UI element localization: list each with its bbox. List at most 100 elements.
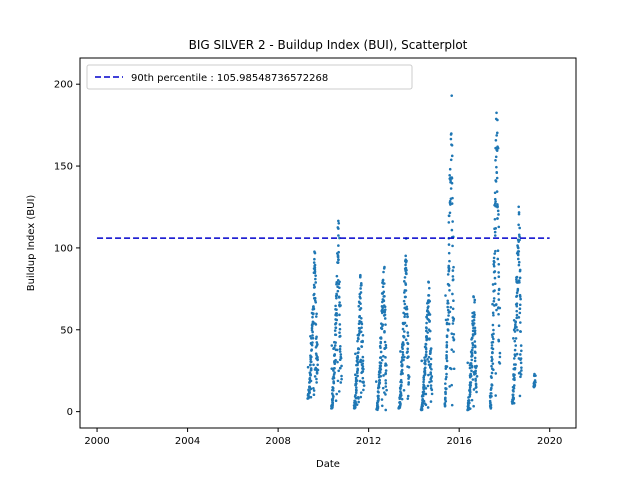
data-point bbox=[445, 341, 449, 344]
data-point bbox=[330, 392, 334, 395]
data-point bbox=[512, 390, 515, 393]
data-point bbox=[405, 305, 409, 309]
data-point bbox=[358, 379, 362, 383]
data-point bbox=[450, 403, 454, 407]
data-point bbox=[356, 354, 359, 358]
data-point bbox=[376, 394, 380, 398]
data-point bbox=[403, 315, 406, 318]
data-point bbox=[359, 273, 362, 277]
data-point bbox=[337, 369, 340, 373]
data-point bbox=[519, 344, 523, 347]
data-point bbox=[429, 349, 432, 353]
data-point bbox=[356, 363, 359, 367]
data-point bbox=[490, 386, 493, 390]
data-point bbox=[494, 155, 498, 159]
data-point bbox=[380, 398, 384, 401]
plot-frame bbox=[79, 57, 577, 429]
data-point bbox=[430, 367, 433, 371]
data-point bbox=[517, 316, 521, 319]
data-point bbox=[519, 375, 522, 379]
data-point bbox=[428, 365, 432, 368]
data-point bbox=[446, 329, 450, 332]
data-point bbox=[494, 179, 497, 182]
data-point bbox=[429, 377, 432, 381]
data-point bbox=[474, 366, 478, 369]
data-point bbox=[407, 383, 410, 386]
data-point bbox=[493, 234, 497, 237]
data-point bbox=[495, 308, 498, 312]
data-point bbox=[515, 291, 519, 295]
data-point bbox=[475, 390, 478, 394]
data-point bbox=[357, 347, 361, 351]
data-point bbox=[519, 297, 522, 301]
data-point bbox=[469, 381, 473, 384]
data-point bbox=[335, 308, 338, 311]
data-point bbox=[514, 321, 517, 324]
data-point bbox=[497, 213, 500, 216]
data-point bbox=[450, 202, 454, 205]
data-point bbox=[402, 334, 405, 338]
y-tick-label: 0 bbox=[67, 407, 73, 418]
data-point bbox=[311, 315, 314, 319]
data-point bbox=[309, 387, 313, 391]
data-point bbox=[494, 138, 498, 142]
data-point bbox=[379, 361, 383, 365]
data-point bbox=[331, 389, 335, 392]
data-point bbox=[473, 313, 476, 317]
data-point bbox=[384, 369, 388, 372]
data-point bbox=[381, 306, 385, 309]
data-point bbox=[307, 388, 310, 392]
data-point bbox=[472, 404, 475, 408]
data-point bbox=[475, 375, 479, 378]
data-point bbox=[384, 356, 387, 359]
data-point bbox=[405, 324, 408, 328]
data-point bbox=[469, 374, 473, 378]
data-point bbox=[404, 295, 407, 299]
data-point bbox=[491, 347, 495, 351]
data-point bbox=[359, 296, 362, 300]
data-point bbox=[473, 356, 477, 360]
data-point bbox=[354, 406, 357, 409]
data-point bbox=[468, 390, 472, 394]
data-point bbox=[311, 322, 314, 326]
data-point bbox=[359, 307, 363, 310]
data-point bbox=[451, 307, 455, 311]
data-point bbox=[424, 343, 428, 346]
data-point bbox=[423, 369, 427, 373]
data-point bbox=[514, 363, 517, 366]
data-point bbox=[473, 344, 477, 348]
data-point bbox=[399, 350, 402, 353]
data-point bbox=[474, 386, 478, 389]
data-point bbox=[496, 205, 499, 209]
data-point bbox=[445, 359, 449, 363]
data-point bbox=[336, 226, 340, 229]
data-point bbox=[314, 277, 317, 281]
data-point bbox=[306, 365, 310, 369]
x-tick-label: 2016 bbox=[446, 436, 471, 447]
data-point bbox=[515, 313, 519, 317]
data-point bbox=[309, 360, 313, 363]
data-point bbox=[402, 299, 406, 303]
data-point bbox=[518, 371, 522, 374]
data-point bbox=[515, 275, 519, 279]
data-point bbox=[495, 171, 499, 175]
data-point bbox=[443, 402, 447, 405]
data-point bbox=[469, 362, 473, 365]
data-point bbox=[472, 322, 476, 325]
data-point bbox=[493, 202, 497, 205]
data-point bbox=[404, 289, 408, 292]
data-point bbox=[451, 322, 455, 325]
data-point bbox=[517, 233, 521, 237]
data-point bbox=[312, 283, 316, 287]
data-point bbox=[513, 339, 517, 343]
data-point bbox=[517, 212, 521, 216]
data-point bbox=[315, 372, 319, 375]
data-point bbox=[498, 351, 502, 355]
data-point bbox=[443, 396, 447, 400]
data-point bbox=[337, 282, 341, 286]
data-point bbox=[470, 354, 473, 358]
data-point bbox=[450, 181, 454, 185]
data-point bbox=[515, 325, 518, 329]
data-point bbox=[376, 390, 380, 393]
